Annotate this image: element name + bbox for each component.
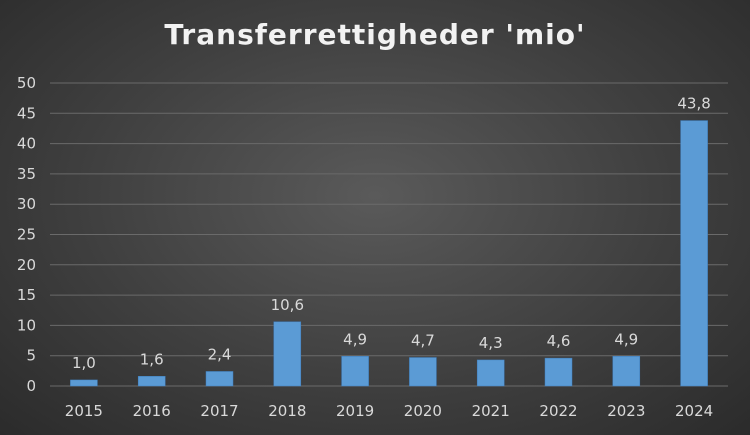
bar [680,120,708,387]
y-tick-label: 5 [26,347,36,365]
bar [70,379,98,387]
x-tick-label: 2023 [607,402,645,420]
bar [476,359,505,387]
bar [205,371,234,387]
y-tick-label: 25 [17,226,36,244]
x-tick-label: 2018 [268,402,306,420]
y-tick-label: 35 [17,165,36,183]
x-tick-label: 2021 [472,402,510,420]
y-tick-label: 45 [17,104,36,122]
data-label: 1,6 [140,350,164,368]
bar [273,321,302,387]
x-tick-label: 2019 [336,402,374,420]
x-tick-label: 2022 [539,402,577,420]
data-label: 10,6 [271,296,304,314]
y-tick-label: 15 [17,286,36,304]
data-label: 4,9 [343,330,367,348]
y-tick-label: 50 [17,74,36,92]
data-label: 43,8 [677,95,710,113]
data-label: 4,6 [547,332,571,350]
data-label: 4,3 [479,334,503,352]
data-label: 4,7 [411,332,435,350]
y-tick-label: 10 [17,316,36,334]
x-tick-label: 2015 [65,402,103,420]
data-label: 4,9 [614,330,638,348]
bar [612,356,641,387]
bar [544,357,573,387]
y-tick-label: 30 [17,195,36,213]
x-tick-label: 2024 [675,402,713,420]
x-tick-label: 2020 [404,402,442,420]
x-tick-label: 2017 [200,402,238,420]
y-tick-label: 40 [17,135,36,153]
bar [341,356,369,387]
y-tick-label: 0 [26,377,36,395]
chart-title: Transferrettigheder 'mio' [164,18,586,51]
x-tick-label: 2016 [133,402,171,420]
bar [409,357,437,387]
data-label: 2,4 [208,345,232,363]
data-label: 1,0 [72,354,96,372]
bar [137,376,166,387]
y-tick-label: 20 [17,256,36,274]
